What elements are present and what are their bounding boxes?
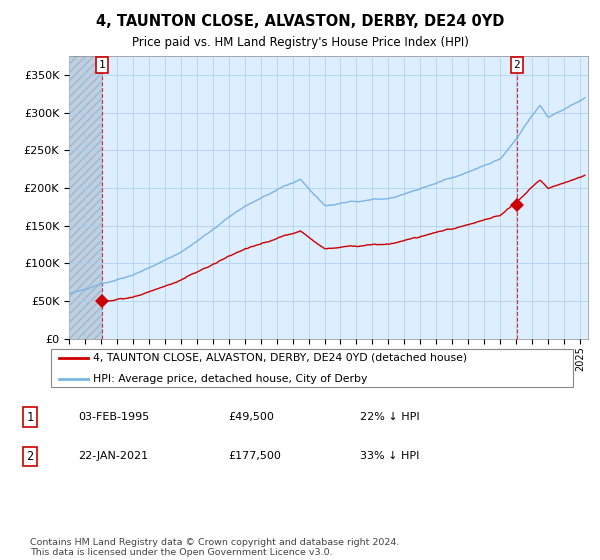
FancyBboxPatch shape — [50, 349, 574, 387]
Text: 1: 1 — [26, 410, 34, 424]
Text: Contains HM Land Registry data © Crown copyright and database right 2024.
This d: Contains HM Land Registry data © Crown c… — [30, 538, 400, 557]
Text: 4, TAUNTON CLOSE, ALVASTON, DERBY, DE24 0YD: 4, TAUNTON CLOSE, ALVASTON, DERBY, DE24 … — [96, 14, 504, 29]
Text: £49,500: £49,500 — [228, 412, 274, 422]
Text: 4, TAUNTON CLOSE, ALVASTON, DERBY, DE24 0YD (detached house): 4, TAUNTON CLOSE, ALVASTON, DERBY, DE24 … — [93, 353, 467, 363]
Text: HPI: Average price, detached house, City of Derby: HPI: Average price, detached house, City… — [93, 374, 367, 384]
Text: 22% ↓ HPI: 22% ↓ HPI — [360, 412, 419, 422]
Text: 03-FEB-1995: 03-FEB-1995 — [78, 412, 149, 422]
Text: 1: 1 — [99, 60, 106, 70]
Text: 22-JAN-2021: 22-JAN-2021 — [78, 451, 148, 461]
Text: Price paid vs. HM Land Registry's House Price Index (HPI): Price paid vs. HM Land Registry's House … — [131, 36, 469, 49]
Text: 33% ↓ HPI: 33% ↓ HPI — [360, 451, 419, 461]
Text: 2: 2 — [26, 450, 34, 463]
Text: £177,500: £177,500 — [228, 451, 281, 461]
Text: 2: 2 — [514, 60, 520, 70]
